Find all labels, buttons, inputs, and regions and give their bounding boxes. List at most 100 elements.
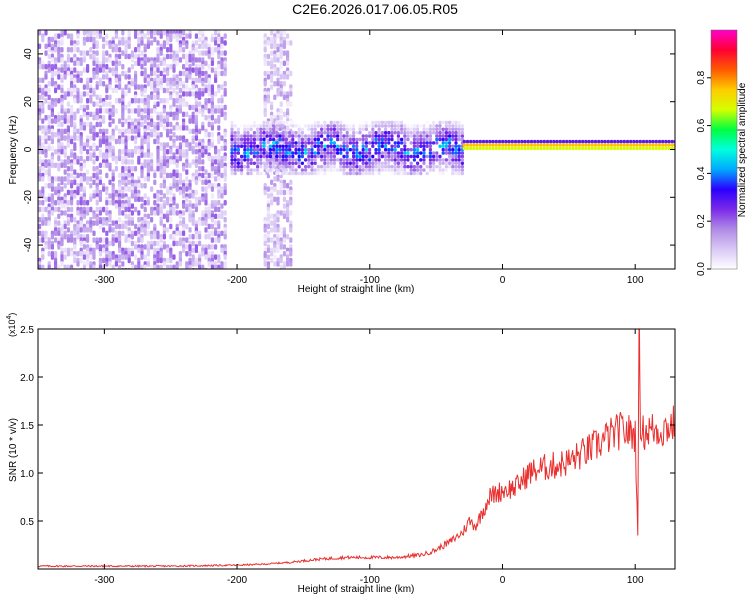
heatmap-cell (384, 134, 388, 138)
heatmap-cell (661, 143, 665, 147)
heatmap-cell (441, 120, 445, 125)
heatmap-cell (38, 159, 42, 165)
heatmap-cell (323, 154, 327, 159)
heatmap-cell (422, 158, 426, 162)
heatmap-cell (428, 161, 432, 165)
heatmap-cell (422, 148, 426, 152)
heatmap-cell (310, 134, 314, 138)
heatmap-cell (54, 132, 58, 138)
heatmap-cell (329, 127, 333, 131)
heatmap-cell (390, 171, 394, 176)
heatmap-cell (185, 111, 189, 118)
heatmap-cell (262, 144, 266, 148)
heatmap-cell (654, 139, 658, 144)
heatmap-cell (95, 220, 99, 226)
heatmap-cell (233, 137, 237, 142)
heatmap-cell (304, 151, 308, 155)
heatmap-cell (364, 151, 368, 155)
heatmap-cell (169, 234, 173, 240)
heatmap-cell (279, 189, 283, 196)
heatmap-cell (178, 189, 182, 196)
heatmap-cell (276, 227, 280, 233)
heatmap-cell (66, 70, 70, 77)
heatmap-cell (451, 134, 455, 138)
heatmap-cell (204, 179, 208, 186)
heatmap-cell (268, 154, 272, 159)
heatmap-cell (191, 60, 195, 67)
heatmap-cell (374, 165, 378, 169)
heatmap-cell (488, 143, 492, 147)
heatmap-cell (393, 171, 397, 176)
heatmap-cell (191, 118, 195, 124)
heatmap-cell (371, 124, 375, 128)
heatmap-cell (284, 165, 288, 169)
heatmap-cell (291, 154, 295, 159)
heatmap-cell (188, 33, 192, 39)
heatmap-cell (278, 158, 282, 162)
heatmap-cell (111, 47, 115, 53)
heatmap-cell (243, 158, 247, 162)
heatmap-cell (41, 94, 45, 101)
heatmap-cell (105, 57, 109, 63)
heatmap-cell (175, 203, 179, 209)
heatmap-cell (185, 101, 189, 107)
heatmap-cell (625, 139, 630, 144)
heatmap-cell (252, 131, 256, 135)
heatmap-cell (409, 165, 413, 169)
heatmap-cell (38, 149, 42, 155)
heatmap-cell (377, 165, 381, 169)
heatmap-cell (220, 84, 224, 90)
heatmap-cell (355, 165, 359, 169)
heatmap-cell (105, 40, 109, 46)
heatmap-cell (469, 146, 473, 151)
heatmap-cell (121, 30, 125, 36)
heatmap-cell (276, 189, 280, 196)
heatmap-cell (204, 234, 208, 240)
heatmap-cell (98, 251, 102, 257)
heatmap-cell (368, 158, 372, 162)
heatmap-cell (220, 162, 224, 169)
heatmap-cell (92, 43, 96, 50)
heatmap-cell (54, 230, 58, 237)
heatmap-cell (416, 124, 420, 128)
heatmap-cell (278, 137, 282, 142)
heatmap-cell (571, 143, 575, 147)
heatmap-cell (223, 155, 227, 162)
heatmap-cell (352, 134, 356, 138)
heatmap-cell (124, 254, 128, 260)
heatmap-cell (137, 247, 141, 254)
heatmap-cell (288, 131, 292, 135)
heatmap-cell (488, 146, 492, 151)
heatmap-cell (243, 131, 247, 135)
heatmap-cell (638, 143, 642, 147)
heatmap-cell (214, 206, 218, 213)
heatmap-cell (108, 152, 112, 158)
heatmap-cell (329, 148, 333, 152)
heatmap-cell (448, 134, 452, 138)
heatmap-cell (220, 193, 224, 199)
heatmap-cell (403, 127, 407, 131)
heatmap-cell (396, 137, 400, 142)
heatmap-cell (273, 43, 277, 50)
heatmap-cell (89, 145, 93, 152)
heatmap-cell (188, 227, 192, 233)
heatmap-cell (273, 81, 277, 87)
heatmap-cell (613, 143, 617, 147)
heatmap-cell (41, 118, 45, 124)
heatmap-cell (393, 124, 397, 128)
heatmap-cell (118, 47, 122, 53)
heatmap-cell (63, 234, 67, 240)
heatmap-cell (336, 134, 340, 138)
heatmap-cell (236, 141, 240, 145)
heatmap-cell (178, 81, 182, 87)
heatmap-cell (86, 67, 90, 73)
heatmap-cell (288, 151, 292, 155)
heatmap-cell (320, 144, 324, 148)
heatmap-cell (140, 264, 144, 269)
heatmap-cell (581, 146, 585, 151)
heatmap-cell (371, 158, 375, 162)
heatmap-cell (111, 220, 115, 226)
heatmap-cell (198, 166, 202, 172)
heatmap-cell (214, 169, 218, 175)
heatmap-cell (198, 220, 202, 226)
